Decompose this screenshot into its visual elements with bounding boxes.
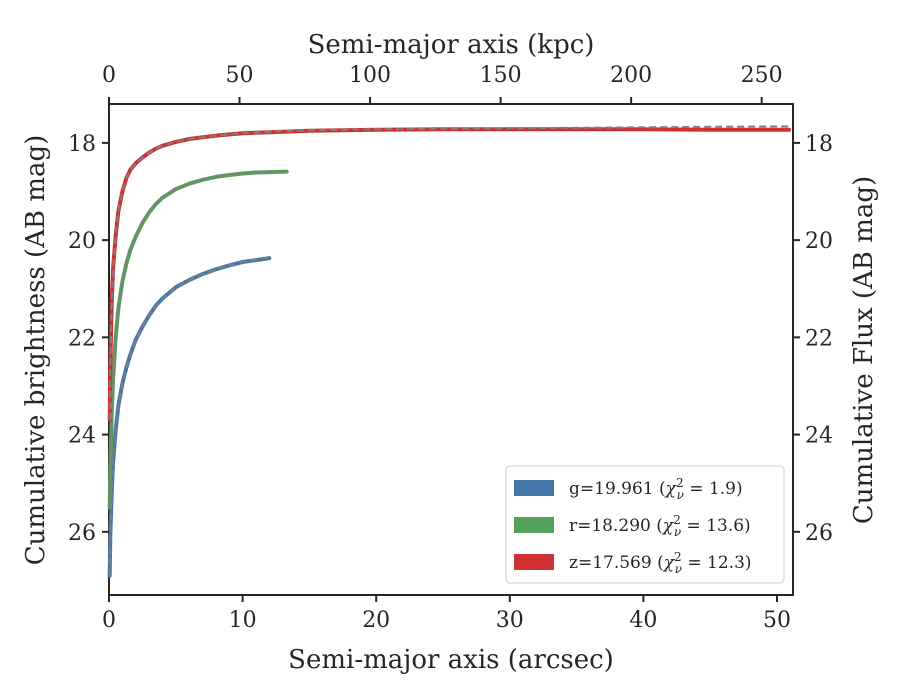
left-y-tick-label: 24 [68, 424, 96, 449]
top-x-tick-label: 150 [480, 63, 522, 88]
legend-swatch-2 [514, 554, 554, 570]
model-curve-1 [108, 170, 287, 508]
bottom-x-tick-label: 10 [229, 608, 257, 633]
top-x-axis-title: Semi-major axis (kpc) [308, 30, 595, 60]
model-curve-2 [108, 125, 789, 421]
legend-label-2: z=17.569 (χ2 ν = 12.3) [569, 550, 752, 576]
top-x-tick-label: 50 [226, 63, 254, 88]
bottom-x-axis-title: Semi-major axis (arcsec) [288, 645, 614, 675]
left-y-tick-label: 18 [68, 132, 96, 157]
right-y-tick-label: 22 [805, 326, 833, 351]
right-y-tick-label: 26 [805, 521, 833, 546]
top-x-tick-label: 100 [349, 63, 391, 88]
bottom-x-tick-label: 0 [102, 608, 116, 633]
top-x-axis: 0 50 100 150 200 250 [102, 63, 783, 104]
top-x-tick-label: 250 [741, 63, 783, 88]
legend-label-0: g=19.961 (χ2 ν = 1.9) [569, 476, 743, 502]
left-y-tick-label: 26 [68, 521, 96, 546]
legend-label-1: r=18.290 (χ2 ν = 13.6) [569, 513, 751, 539]
left-y-tick-label: 22 [68, 326, 96, 351]
model-curves [108, 125, 789, 576]
legend-box [505, 465, 785, 584]
top-x-tick-label: 200 [610, 63, 652, 88]
right-y-axis-title: Cumulative Flux (AB mag) [849, 176, 879, 524]
bottom-x-axis: 0 10 20 30 40 50 [102, 595, 791, 633]
right-y-tick-label: 24 [805, 424, 833, 449]
legend-swatch-0 [514, 480, 554, 496]
right-y-tick-label: 18 [805, 132, 833, 157]
model-curve-0 [108, 256, 270, 576]
legend: g=19.961 (χ2 ν = 1.9) r=18.290 (χ2 ν = 13.6… [505, 465, 785, 584]
top-x-tick-label: 0 [102, 63, 116, 88]
left-y-tick-label: 20 [68, 229, 96, 254]
right-y-tick-label: 20 [805, 229, 833, 254]
bottom-x-tick-label: 30 [496, 608, 524, 633]
bottom-x-tick-label: 20 [362, 608, 390, 633]
bottom-x-tick-label: 50 [763, 608, 791, 633]
left-y-axis-title: Cumulative brightness (AB mag) [21, 135, 51, 566]
bottom-x-tick-label: 40 [629, 608, 657, 633]
left-y-axis: 18 20 22 24 26 [68, 132, 109, 546]
legend-swatch-1 [514, 517, 554, 533]
right-y-axis: 18 20 22 24 26 [793, 132, 833, 546]
